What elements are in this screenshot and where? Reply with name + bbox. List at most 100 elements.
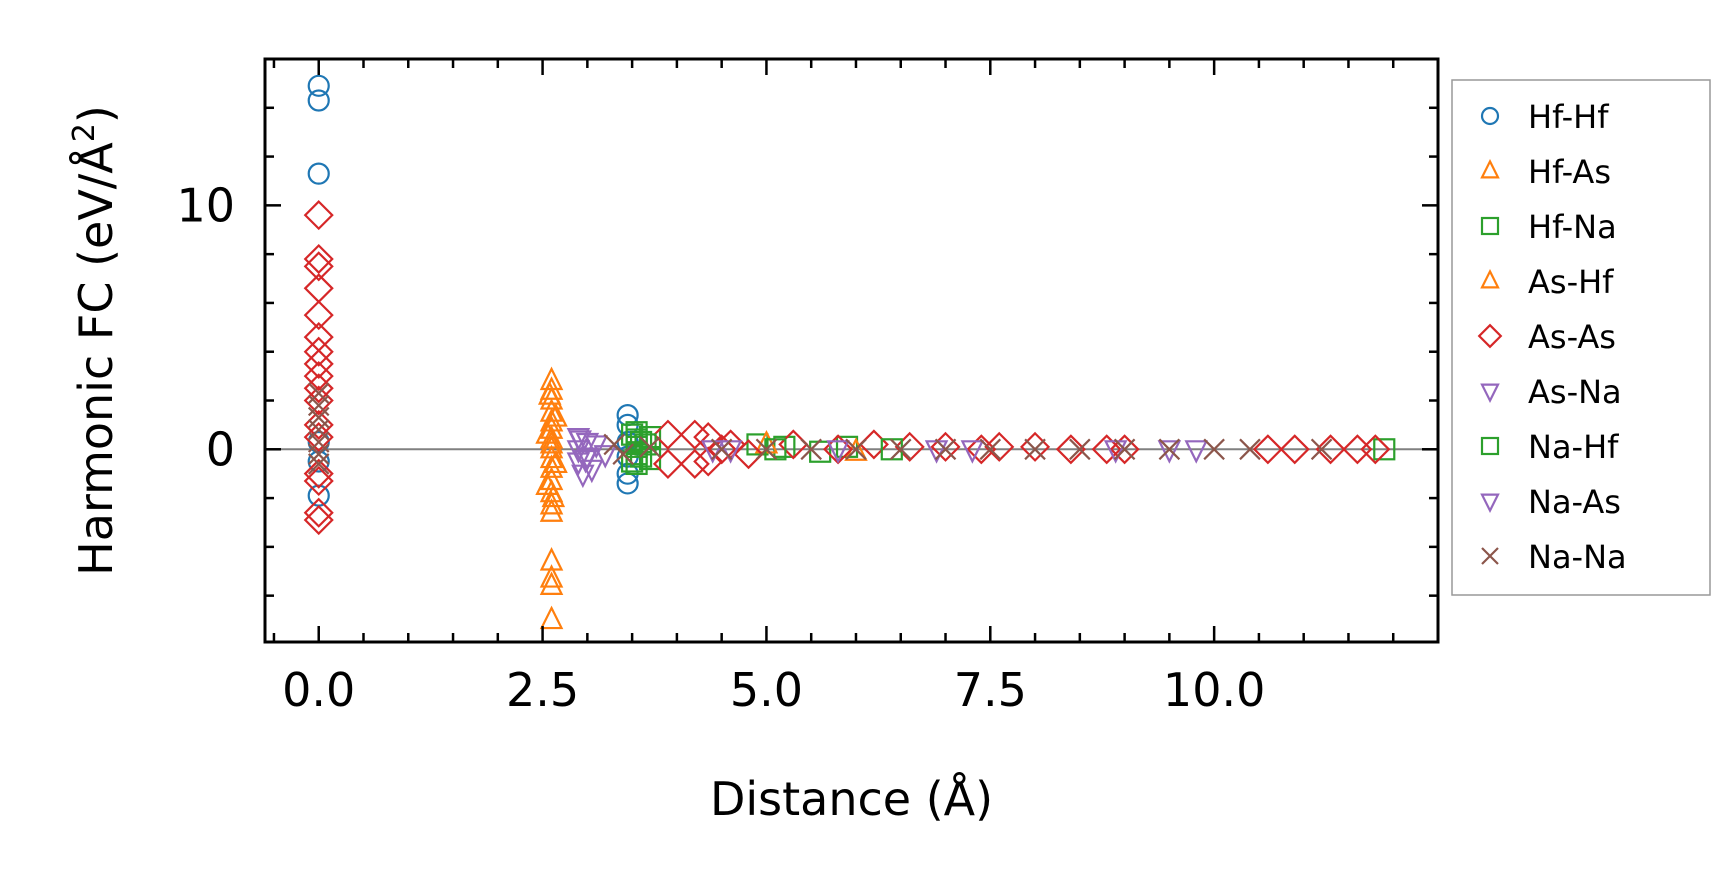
data-point xyxy=(1109,434,1140,465)
data-point xyxy=(539,571,564,595)
data-point xyxy=(652,448,683,479)
legend-item: Hf-As xyxy=(1480,153,1611,191)
data-point xyxy=(539,564,564,588)
series-as-as xyxy=(303,200,1391,536)
y-axis-title-main: Harmonic FC (eV/Å xyxy=(69,142,123,576)
data-point xyxy=(303,300,334,331)
data-point xyxy=(580,459,604,484)
data-point xyxy=(934,438,957,461)
data-point xyxy=(1020,431,1051,462)
data-point xyxy=(307,443,330,465)
data-point xyxy=(307,162,330,185)
legend-label: Hf-Hf xyxy=(1528,98,1609,136)
y-axis-title-close: ) xyxy=(69,105,123,123)
data-point xyxy=(303,458,334,489)
legend-marker xyxy=(1481,547,1499,565)
data-point xyxy=(710,438,733,461)
data-point xyxy=(303,336,334,367)
data-point xyxy=(303,465,334,497)
data-point xyxy=(539,605,564,630)
legend-item: As-Na xyxy=(1480,373,1622,411)
data-point xyxy=(1184,440,1209,464)
data-point xyxy=(746,433,769,456)
legend-marker xyxy=(1480,383,1500,404)
data-point xyxy=(733,439,764,470)
legend-label: As-Hf xyxy=(1528,263,1614,301)
legend-label: As-Na xyxy=(1528,373,1622,411)
data-point xyxy=(634,433,657,456)
legend-item: Hf-Hf xyxy=(1480,98,1609,136)
legend-item: Na-Na xyxy=(1481,538,1627,576)
data-point xyxy=(303,504,334,536)
legend-label: As-As xyxy=(1528,318,1616,356)
y-tick-label: 10 xyxy=(176,178,235,232)
series-na-na xyxy=(307,382,1333,475)
data-point xyxy=(303,361,334,392)
legend-item: As-Hf xyxy=(1480,263,1614,301)
x-tick-label: 0.0 xyxy=(282,663,355,717)
data-point xyxy=(539,498,564,522)
data-point xyxy=(539,429,564,454)
data-point xyxy=(1279,434,1310,465)
legend-marker xyxy=(1480,158,1500,179)
x-tick-label: 5.0 xyxy=(730,663,803,717)
data-point xyxy=(1310,438,1333,461)
data-point xyxy=(706,434,737,465)
legend-marker xyxy=(1480,268,1500,289)
plot-frame xyxy=(263,57,1440,644)
y-tick-label: 0 xyxy=(206,422,235,476)
data-point xyxy=(826,440,850,464)
legend-label: Na-As xyxy=(1528,483,1621,521)
data-point xyxy=(979,438,1002,461)
data-point xyxy=(544,403,568,427)
data-point xyxy=(539,454,564,478)
y-axis-title-sup: 2 xyxy=(67,123,102,142)
legend-label: Hf-As xyxy=(1528,153,1611,191)
data-point xyxy=(303,497,334,528)
legend-item: As-As xyxy=(1477,318,1616,356)
x-tick-label: 10.0 xyxy=(1163,663,1265,717)
data-point xyxy=(652,419,683,450)
legend-marker xyxy=(1477,323,1503,349)
data-point xyxy=(1360,434,1391,465)
data-point xyxy=(679,419,710,450)
data-point xyxy=(966,434,997,465)
data-point xyxy=(1239,438,1261,461)
data-point xyxy=(755,438,778,461)
data-point xyxy=(539,547,564,571)
data-point xyxy=(303,348,334,379)
data-point xyxy=(858,429,889,460)
legend-marker xyxy=(1480,216,1500,236)
data-point xyxy=(1157,440,1182,464)
data-point xyxy=(930,431,961,462)
data-point xyxy=(889,438,912,461)
y-axis-title: Harmonic FC (eV/Å2) xyxy=(67,105,123,576)
legend-label: Hf-Na xyxy=(1528,208,1617,246)
data-point xyxy=(894,431,925,462)
legend-label: Na-Na xyxy=(1528,538,1627,576)
legend-marker xyxy=(1480,436,1500,456)
data-point xyxy=(845,438,867,461)
data-point xyxy=(1024,438,1046,461)
data-point xyxy=(1055,434,1086,465)
legend: Hf-Hf Hf-As Hf-Na As-Hf As-As As-Na Na-Hf Na-As… xyxy=(1451,79,1711,596)
data-point xyxy=(1252,434,1283,465)
data-point xyxy=(568,430,592,454)
x-tick-label: 7.5 xyxy=(954,663,1027,717)
data-point xyxy=(679,448,710,479)
data-point xyxy=(539,398,564,422)
data-point xyxy=(1203,438,1225,461)
legend-label: Na-Hf xyxy=(1528,428,1619,466)
legend-marker xyxy=(1480,493,1500,514)
data-point xyxy=(612,443,634,465)
data-point xyxy=(593,445,618,469)
data-point xyxy=(1373,438,1396,461)
data-point xyxy=(1158,438,1181,461)
data-point xyxy=(307,74,330,97)
axis-ticks: 0.0 2.5 5.0 7.5 10.0 0 10 xyxy=(176,57,1440,717)
data-point xyxy=(544,449,568,474)
data-point xyxy=(1069,438,1091,461)
data-point xyxy=(307,89,330,112)
data-point xyxy=(575,432,600,457)
